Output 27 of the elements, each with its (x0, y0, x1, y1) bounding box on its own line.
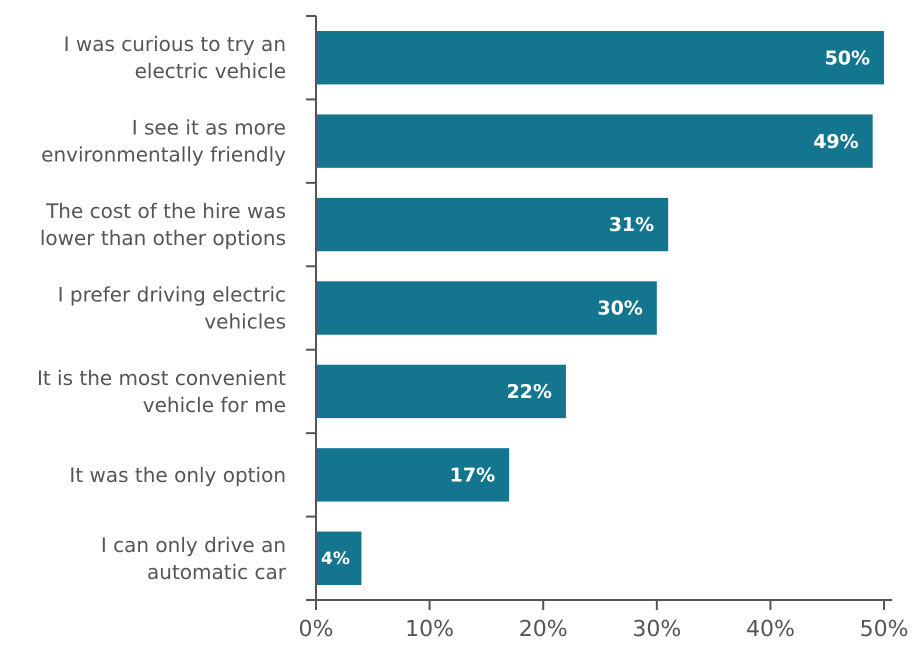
bar (316, 31, 884, 84)
data-label: 4% (321, 549, 350, 570)
y-tick-label: I can only drive an automatic car (100, 532, 287, 584)
x-tick-label: 20% (518, 617, 568, 642)
y-tick-label: I see it as more environmentally friendly (41, 116, 286, 167)
y-tick-label: The cost of the hire was lower than other options (40, 199, 286, 250)
bar (316, 114, 873, 168)
y-tick-label: I was curious to try an electric vehicle (64, 32, 286, 84)
x-tick-label: 50% (860, 617, 908, 642)
x-tick-label: 40% (746, 617, 795, 642)
data-label: 17% (450, 464, 496, 487)
y-tick-label: I prefer driving electric vehicles (58, 282, 286, 334)
bar (316, 281, 657, 335)
data-label: 30% (597, 298, 643, 320)
bar (316, 448, 510, 502)
bar (316, 532, 362, 585)
bar (316, 364, 566, 418)
x-tick-label: 30% (632, 617, 682, 642)
data-label: 50% (824, 47, 870, 70)
x-tick-label: 10% (405, 617, 454, 642)
data-label: 22% (506, 381, 552, 404)
data-label: 31% (608, 214, 654, 236)
x-tick-label: 0% (298, 617, 334, 642)
y-tick-label: It was the only option (69, 462, 286, 487)
bar (316, 198, 668, 252)
data-label: 49% (813, 130, 859, 153)
y-tick-label: It is the most convenient vehicle for me (36, 366, 286, 417)
